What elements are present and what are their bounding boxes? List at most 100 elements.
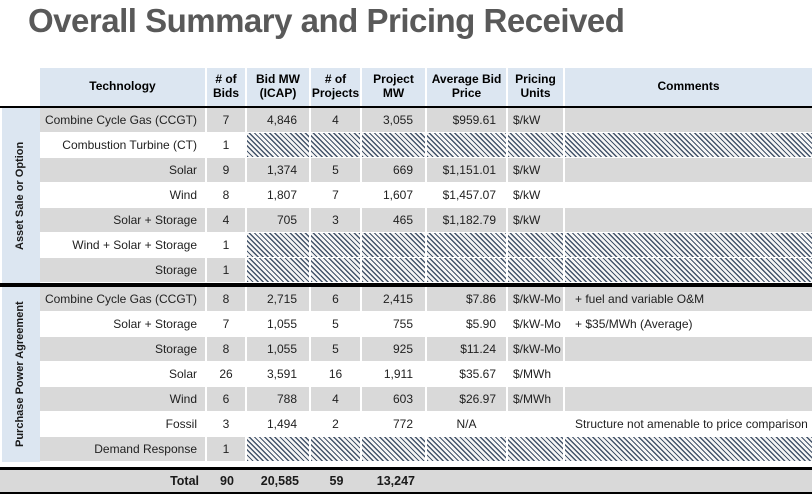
- redacted-cell: [247, 133, 311, 158]
- redacted-cell: [565, 258, 812, 283]
- redacted-cell: [508, 233, 565, 258]
- redacted-cell: [247, 233, 311, 258]
- column-header-pricing-units: Pricing Units: [508, 68, 565, 106]
- redacted-cell: [508, 258, 565, 283]
- cell-bids: 8: [207, 183, 247, 208]
- cell-comments: [565, 387, 812, 412]
- cell-comments: + fuel and variable O&M: [565, 287, 812, 312]
- cell-avg-price: $959.61: [427, 108, 508, 133]
- cell-bid-mw: 1,055: [247, 312, 311, 337]
- cell-project-mw: 925: [362, 337, 427, 362]
- cell-units: [508, 412, 565, 437]
- cell-bids: 1: [207, 133, 247, 158]
- cell-units: $/kW-Mo: [508, 337, 565, 362]
- cell-units: $/kW: [508, 108, 565, 133]
- cell-avg-price: $1,182.79: [427, 208, 508, 233]
- section-asset-sale-or-option: Asset Sale or Option Combine Cycle Gas (…: [0, 108, 812, 283]
- cell-projects: 16: [311, 362, 362, 387]
- total-empty-comments: [565, 470, 812, 492]
- total-row: Total 90 20,585 59 13,247: [0, 470, 812, 494]
- cell-comments: [565, 108, 812, 133]
- cell-technology: Wind + Solar + Storage: [40, 233, 207, 258]
- cell-technology: Wind: [40, 387, 207, 412]
- gap-above-total: [0, 462, 812, 467]
- cell-technology: Solar: [40, 362, 207, 387]
- cell-project-mw: 755: [362, 312, 427, 337]
- cell-technology: Combine Cycle Gas (CCGT): [40, 287, 207, 312]
- cell-units: $/kW-Mo: [508, 312, 565, 337]
- cell-units: $/MWh: [508, 387, 565, 412]
- divider-below-header: [0, 106, 812, 108]
- cell-projects: 6: [311, 287, 362, 312]
- column-header-bids: # of Bids: [207, 68, 247, 106]
- cell-units: $/kW: [508, 183, 565, 208]
- cell-avg-price: $26.97: [427, 387, 508, 412]
- cell-bids: 6: [207, 387, 247, 412]
- cell-technology: Solar + Storage: [40, 208, 207, 233]
- cell-bids: 1: [207, 437, 247, 462]
- column-header-avg-bid-price: Average Bid Price: [427, 68, 508, 106]
- total-projects: 59: [311, 470, 362, 492]
- section-rows: Combine Cycle Gas (CCGT) 8 2,715 6 2,415…: [40, 287, 812, 462]
- page-title: Overall Summary and Pricing Received: [28, 2, 625, 39]
- cell-bids: 3: [207, 412, 247, 437]
- table-row: Solar 26 3,591 16 1,911 $35.67 $/MWh: [40, 362, 812, 387]
- cell-comments: [565, 337, 812, 362]
- table-row-redacted: Wind + Solar + Storage 1: [40, 233, 812, 258]
- redacted-cell: [247, 258, 311, 283]
- cell-technology: Fossil: [40, 412, 207, 437]
- redacted-cell: [427, 258, 508, 283]
- table-header-row: Technology # of Bids Bid MW (ICAP) # of …: [0, 68, 812, 106]
- divider-between-sections: [0, 283, 812, 287]
- cell-projects: 2: [311, 412, 362, 437]
- redacted-cell: [362, 133, 427, 158]
- cell-bid-mw: 1,494: [247, 412, 311, 437]
- cell-bid-mw: 4,846: [247, 108, 311, 133]
- cell-project-mw: 669: [362, 158, 427, 183]
- cell-bids: 9: [207, 158, 247, 183]
- cell-bids: 26: [207, 362, 247, 387]
- redacted-cell: [565, 233, 812, 258]
- total-bid-mw: 20,585: [247, 470, 311, 492]
- column-header-technology: Technology: [40, 68, 207, 106]
- cell-technology: Demand Response: [40, 437, 207, 462]
- table-row: Solar + Storage 4 705 3 465 $1,182.79 $/…: [40, 208, 812, 233]
- cell-technology: Combustion Turbine (CT): [40, 133, 207, 158]
- table-row: Storage 8 1,055 5 925 $11.24 $/kW-Mo: [40, 337, 812, 362]
- cell-avg-price: $11.24: [427, 337, 508, 362]
- cell-units: $/kW: [508, 208, 565, 233]
- cell-comments: [565, 208, 812, 233]
- summary-pricing-table: Technology # of Bids Bid MW (ICAP) # of …: [0, 68, 812, 494]
- cell-bids: 4: [207, 208, 247, 233]
- table-row: Fossil 3 1,494 2 772 N/A Structure not a…: [40, 412, 812, 437]
- cell-bid-mw: 3,591: [247, 362, 311, 387]
- cell-projects: 7: [311, 183, 362, 208]
- column-header-bid-mw: Bid MW (ICAP): [247, 68, 311, 106]
- cell-bid-mw: 2,715: [247, 287, 311, 312]
- redacted-cell: [508, 437, 565, 462]
- redacted-cell: [565, 133, 812, 158]
- cell-units: $/MWh: [508, 362, 565, 387]
- total-empty-price: [427, 470, 508, 492]
- cell-bid-mw: 1,055: [247, 337, 311, 362]
- cell-project-mw: 1,911: [362, 362, 427, 387]
- table-row-redacted: Demand Response 1: [40, 437, 812, 462]
- cell-avg-price: $1,457.07: [427, 183, 508, 208]
- redacted-cell: [508, 133, 565, 158]
- cell-comments: [565, 362, 812, 387]
- cell-bids: 8: [207, 287, 247, 312]
- cell-projects: 4: [311, 108, 362, 133]
- redacted-cell: [311, 437, 362, 462]
- header-spacer: [0, 68, 40, 106]
- cell-projects: 5: [311, 158, 362, 183]
- cell-avg-price: $5.90: [427, 312, 508, 337]
- cell-units: $/kW: [508, 158, 565, 183]
- table-row: Solar 9 1,374 5 669 $1,151.01 $/kW: [40, 158, 812, 183]
- redacted-cell: [311, 258, 362, 283]
- table-row-redacted: Storage 1: [40, 258, 812, 283]
- cell-technology: Wind: [40, 183, 207, 208]
- section-rows: Combine Cycle Gas (CCGT) 7 4,846 4 3,055…: [40, 108, 812, 283]
- column-header-comments: Comments: [565, 68, 812, 106]
- cell-project-mw: 3,055: [362, 108, 427, 133]
